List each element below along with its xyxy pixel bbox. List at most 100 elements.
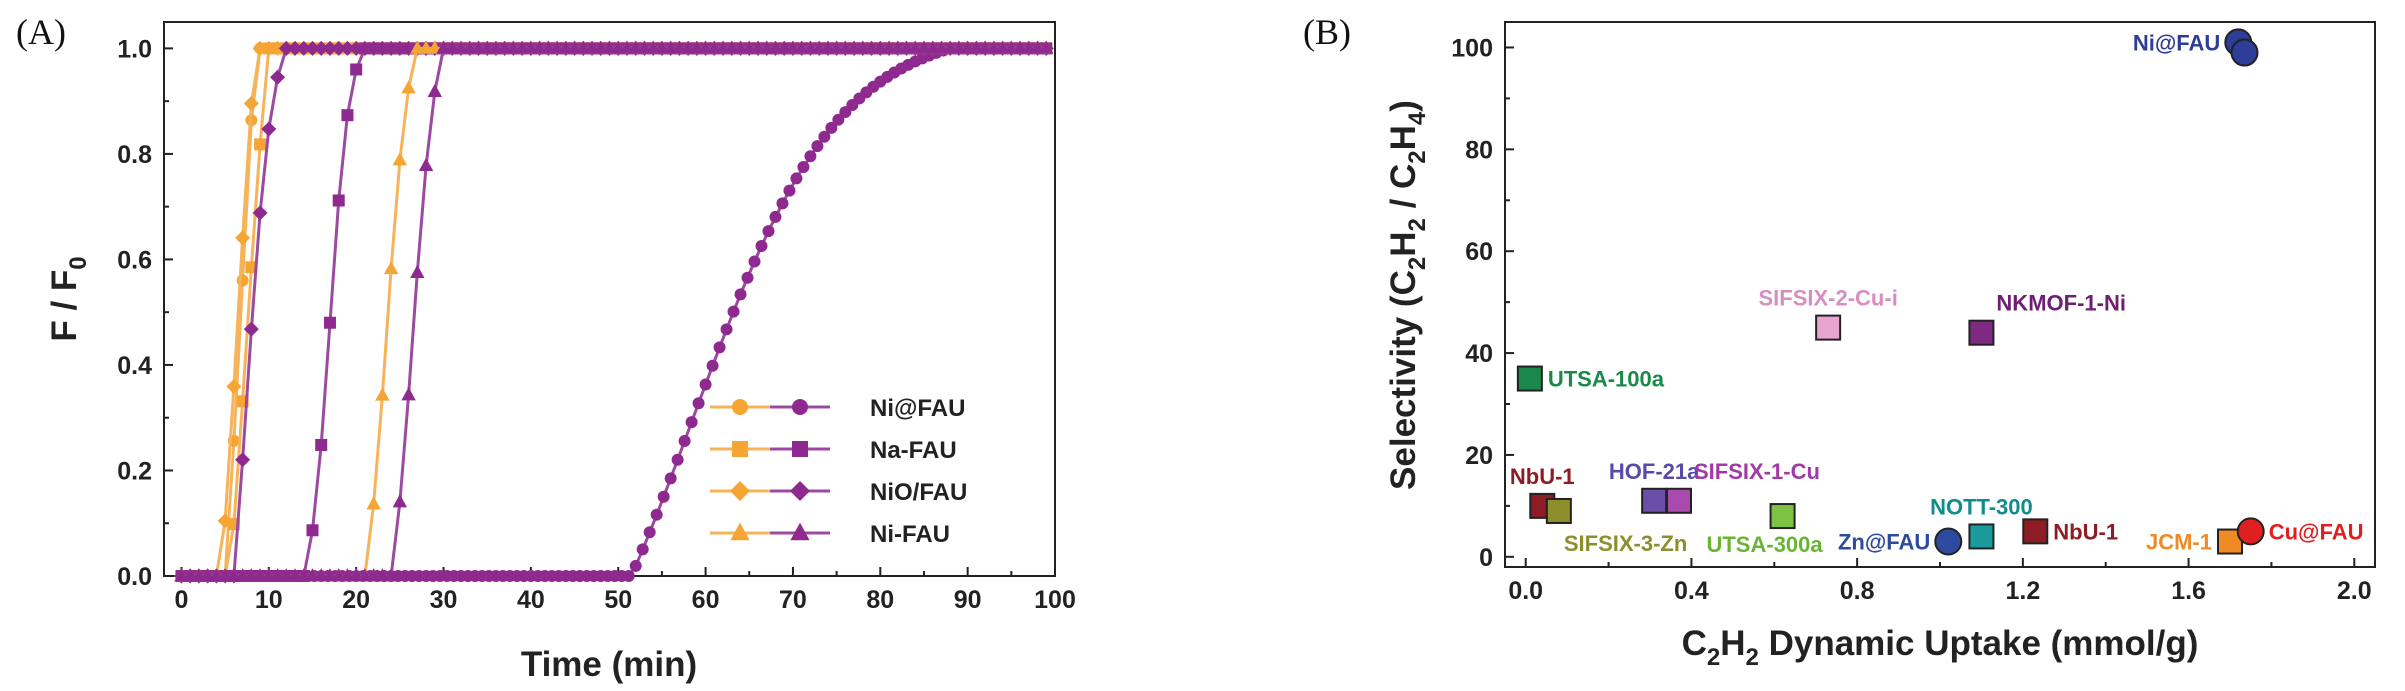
panel-a-point-ni-fau-purple xyxy=(643,526,656,539)
panel-a-point-ni-fau-purple xyxy=(629,559,642,572)
panel-b-y-tick-label: 0 xyxy=(1479,544,1493,572)
panel-b-x-tick-label: 0.8 xyxy=(1840,577,1875,605)
panel-a-series xyxy=(173,40,1054,584)
panel-a-point-na-fau-orange xyxy=(254,138,267,151)
panel-a-y-tick-label: 0.6 xyxy=(117,246,152,274)
svg-text:Selectivity (C2H2 / C2H4): Selectivity (C2H2 / C2H4) xyxy=(1384,100,1431,490)
panel-a-y-tick-label: 0.0 xyxy=(117,563,152,591)
panel-b-point-label-utsa-300a: UTSA-300a xyxy=(1706,532,1823,557)
panel-b-point-label-sifsix-2-cu-i: SIFSIX-2-Cu-i xyxy=(1758,286,1897,311)
panel-b-y-tick-label: 60 xyxy=(1465,238,1493,266)
legend-label: Na-FAU xyxy=(870,437,957,464)
panel-a-point-ni-fau-purple xyxy=(657,490,670,503)
panel-b-point-hof-21a xyxy=(1641,487,1668,514)
panel-a-point-nio-fau-orange xyxy=(235,230,251,246)
panel-a-series-markers-ni-fau-purple xyxy=(174,40,1054,582)
panel-a-point-nio-fau-purple xyxy=(296,40,312,56)
panel-b-point-point xyxy=(2230,38,2259,67)
panel-a-point-ni-fau-purple xyxy=(811,140,824,153)
panel-b-point-label-ni-fau: Ni@FAU xyxy=(2133,30,2220,55)
panel-b-point-label-jcm-1: JCM-1 xyxy=(2146,530,2212,555)
panel-b-y-tick-label: 20 xyxy=(1465,442,1493,470)
panel-a-x-axis-title: Time (min) xyxy=(521,645,697,684)
panel-a-point-ni-fau-purple xyxy=(664,472,677,485)
panel-a-point-nio-fau-purple xyxy=(348,40,364,56)
panel-a-point-ni-fau-purple xyxy=(1039,40,1054,54)
panel-a-point-ni-fau-purple xyxy=(790,172,803,185)
panel-b-point-sifsix-1-cu xyxy=(1666,487,1692,514)
legend-marker-orange xyxy=(732,399,748,415)
panel-b-y-tick-label: 40 xyxy=(1465,340,1493,368)
legend-label: Ni@FAU xyxy=(870,395,965,422)
panel-a-point-nio-fau-orange xyxy=(252,40,268,56)
panel-a-point-na-fau-purple xyxy=(315,438,328,451)
panel-a-point-nio-fau-purple xyxy=(305,40,320,56)
panel-a-legend: Ni@FAU Na-FAU NiO/FAU Ni-FAU xyxy=(710,395,967,548)
panel-b-chart: 0.0 0.4 0.8 1.2 1.6 2.0 0 20 40 60 80 100 Ni@FAU SIF… xyxy=(1384,21,2376,671)
panel-b-x-tick-label: 0.4 xyxy=(1674,577,1709,605)
legend-marker-orange xyxy=(730,522,750,541)
panel-b-point-label-nbu-1: NbU-1 xyxy=(1510,464,1575,489)
panel-a-point-ni-fau-purple xyxy=(776,197,789,210)
panel-a-x-tick-label: 80 xyxy=(866,586,894,614)
panel-a-point-nio-fau-purple xyxy=(235,452,251,468)
panel-a-point-ni-fau-purple xyxy=(418,157,434,171)
panel-b-point-label-utsa-100a: UTSA-100a xyxy=(1548,367,1665,392)
panel-a-point-ni-fau-orange xyxy=(401,80,416,94)
panel-a-point-ni-fau-purple xyxy=(741,271,754,284)
panel-a-point-na-fau-purple xyxy=(306,524,319,537)
panel-a-point-ni-fau-purple xyxy=(713,341,726,354)
panel-a-point-ni-fau-purple xyxy=(692,397,705,410)
panel-a-point-nio-fau-orange xyxy=(217,513,233,529)
panel-a-point-nio-fau-purple xyxy=(357,40,373,56)
panel-b-point-label-sifsix-3-zn: SIFSIX-3-Zn xyxy=(1564,531,1687,556)
panel-a-x-tick-label: 50 xyxy=(604,586,632,614)
legend-marker-purple xyxy=(792,441,808,457)
panel-a-point-ni-fau-purple xyxy=(401,387,416,401)
panel-a-point-ni-fau-purple xyxy=(622,570,635,582)
panel-a-point-nio-fau-purple xyxy=(270,69,286,85)
panel-a-point-ni-fau-purple xyxy=(678,435,691,448)
panel-a-point-ni-fau-purple xyxy=(769,210,782,223)
panel-b-x-axis-title: C2H2 Dynamic Uptake (mmol/g) xyxy=(1682,624,2199,671)
panel-a-y-axis-title-main: F / F xyxy=(45,270,84,342)
panel-a-point-ni-fau-purple xyxy=(734,288,747,301)
panel-b-point-utsa-100a xyxy=(1516,365,1543,392)
panel-a-point-nio-fau-orange xyxy=(270,40,286,56)
panel-b-point-zn-fau xyxy=(1934,527,1963,556)
panel-b-point-cu-fau xyxy=(2236,517,2265,546)
panel-b-point-label-sifsix-1-cu: SIFSIX-1-Cu xyxy=(1694,459,1820,484)
panel-a-point-ni-fau-purple xyxy=(383,568,399,582)
panel-a-point-ni-fau-purple xyxy=(392,494,408,508)
panel-a-x-tick-label: 20 xyxy=(342,586,370,614)
panel-b-y-tick-label: 80 xyxy=(1465,136,1493,164)
panel-a-x-tick-label: 40 xyxy=(517,586,545,614)
panel-b-point-sifsix-2-cu-i xyxy=(1815,314,1842,341)
panel-a-point-nio-fau-purple xyxy=(366,40,382,56)
panel-b-plot-frame xyxy=(1504,21,2376,568)
panel-b-point-nott-300 xyxy=(1968,523,1995,550)
panel-a-point-ni-fau-purple xyxy=(636,543,649,556)
panel-b-x-tick-label: 1.6 xyxy=(2171,577,2206,605)
panel-b-x-tick-label: 0.0 xyxy=(1508,577,1543,605)
panel-b-y-tick-label: 100 xyxy=(1451,34,1493,62)
panel-a-point-nio-fau-purple xyxy=(313,40,329,56)
panel-a-x-tick-label: 70 xyxy=(779,586,807,614)
legend-marker-purple xyxy=(790,522,810,541)
legend-marker-orange xyxy=(730,481,750,501)
panel-a-point-nio-fau-purple xyxy=(392,40,408,56)
panel-a-point-nio-fau-purple xyxy=(322,40,338,56)
panel-a-point-ni-fau-purple xyxy=(797,160,810,173)
panel-a-ticks: 0 10 20 30 40 50 60 70 80 90 100 0.0 0.2 0.4 0.6 0.8 1.0 xyxy=(117,35,1076,614)
panel-a-x-tick-label: 100 xyxy=(1034,586,1076,614)
panel-b-label: (B) xyxy=(1303,12,1351,52)
panel-a-point-ni-fau-orange xyxy=(375,387,390,401)
panel-a-point-ni-fau-purple xyxy=(427,83,442,97)
panel-a-point-ni-fau-purple xyxy=(727,305,740,318)
panel-a-x-tick-label: 10 xyxy=(255,586,283,614)
panel-a-point-nio-fau-purple xyxy=(331,40,347,56)
panel-a-point-nio-fau-purple xyxy=(339,40,355,56)
panel-a-y-axis-title-sub: 0 xyxy=(65,256,92,269)
panel-a-y-tick-label: 1.0 xyxy=(117,35,152,63)
